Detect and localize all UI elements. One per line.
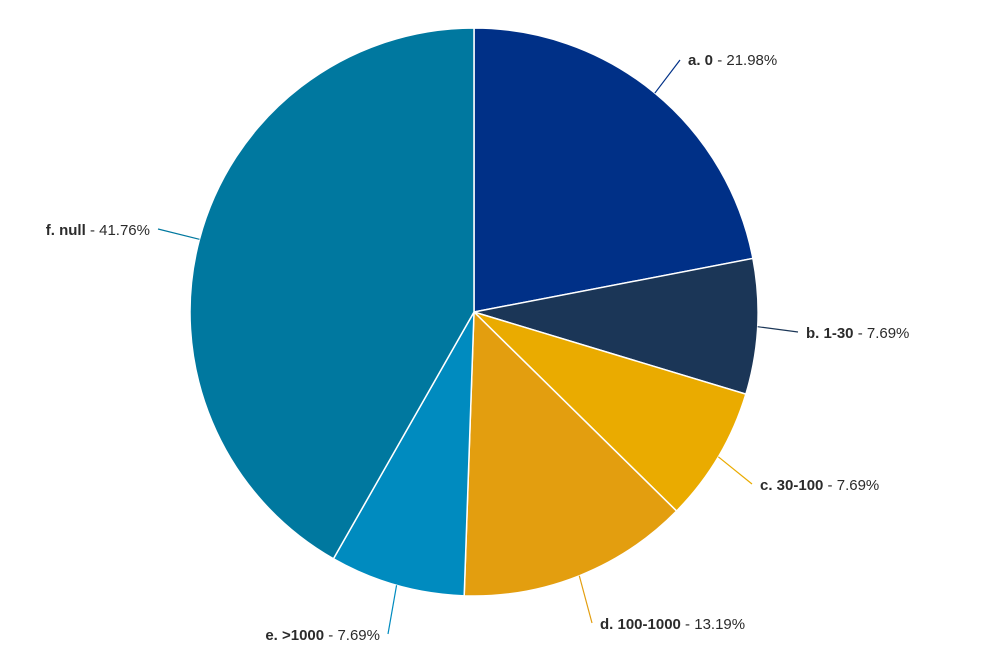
slice-label-value: - 41.76% (86, 222, 150, 239)
slice-label: c. 30-100 - 7.69% (760, 477, 879, 494)
slice-label: f. null - 41.76% (46, 222, 150, 239)
slice-label-value: - 7.69% (324, 627, 380, 644)
slice-label-value: - 21.98% (713, 52, 777, 69)
leader-line (157, 228, 200, 240)
slice-label-name: c. 30-100 (760, 477, 823, 494)
slice-label-name: a. 0 (688, 52, 713, 69)
slice-label-value: - 13.19% (681, 616, 745, 633)
leader-line (757, 326, 799, 333)
slice-label: a. 0 - 21.98% (688, 52, 777, 69)
slice-label: d. 100-1000 - 13.19% (600, 616, 745, 633)
pie-slice (332, 311, 475, 597)
slice-label-value: - 7.69% (823, 477, 879, 494)
pie-slice (463, 310, 678, 597)
slice-label-value: - 7.69% (854, 325, 910, 342)
leader-line (387, 585, 398, 635)
leader-line (654, 59, 681, 94)
slice-label-name: f. null (46, 222, 86, 239)
leader-line (578, 575, 593, 624)
slice-label: e. >1000 - 7.69% (265, 627, 380, 644)
pie-slice (473, 257, 759, 396)
slice-label-name: e. >1000 (265, 627, 324, 644)
slice-label-name: d. 100-1000 (600, 616, 681, 633)
pie-slice (473, 27, 754, 313)
leader-line (717, 456, 753, 485)
leader-lines (157, 59, 799, 635)
pie-slices (189, 27, 759, 597)
slice-label-name: b. 1-30 (806, 325, 854, 342)
slice-labels: a. 0 - 21.98%b. 1-30 - 7.69%c. 30-100 - … (46, 52, 910, 644)
slice-label: b. 1-30 - 7.69% (806, 325, 909, 342)
